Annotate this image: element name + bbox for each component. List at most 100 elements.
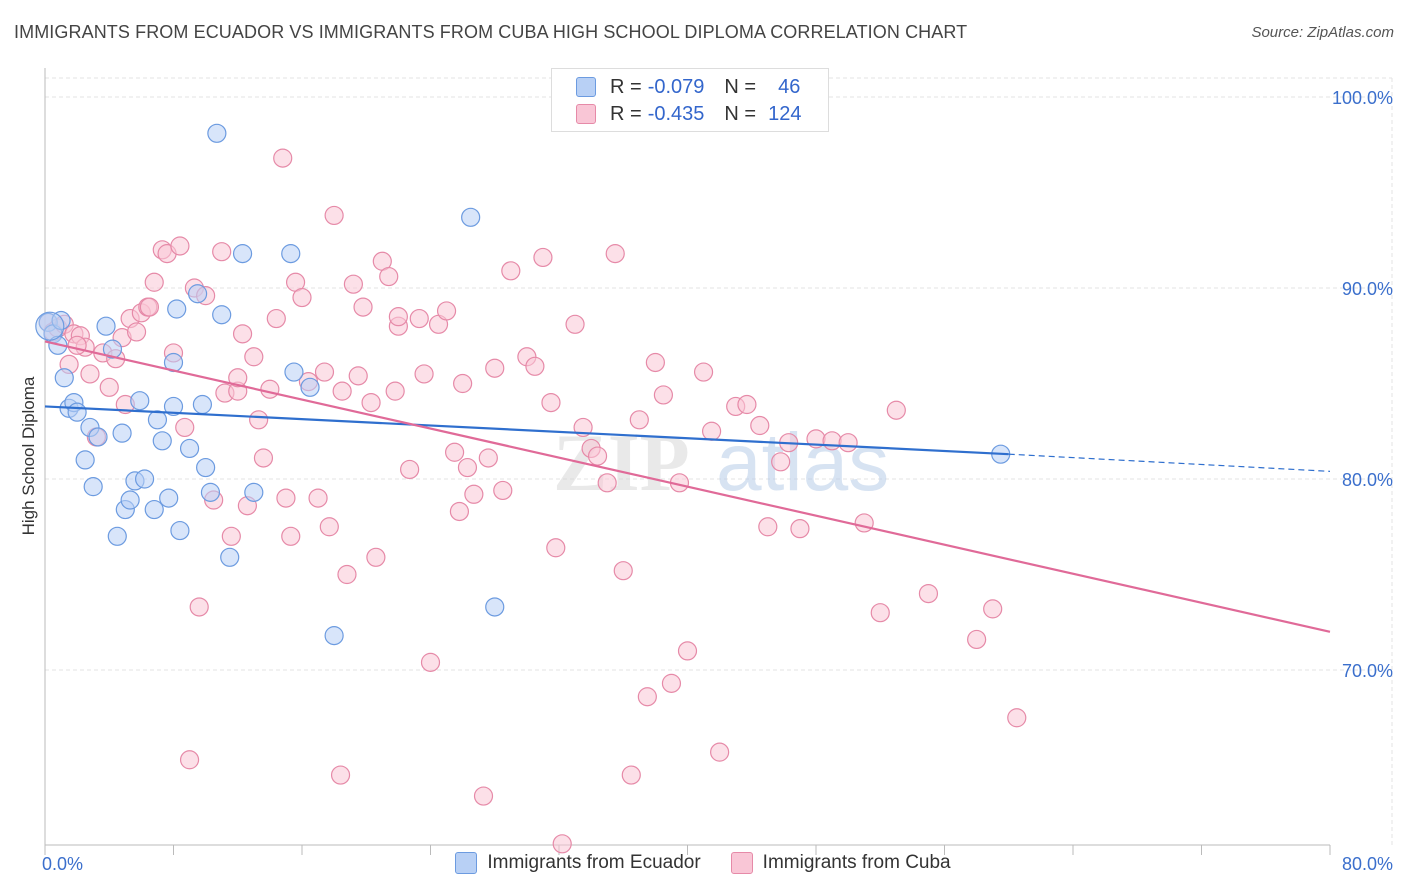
ecuador-trend-extension [1008, 453, 1331, 472]
cuba-legend-swatch [730, 852, 753, 874]
cuba-point [348, 366, 368, 386]
ecuador-point [207, 123, 227, 143]
cuba-point [276, 488, 296, 508]
cuba-point [693, 362, 714, 382]
ecuador-points [35, 123, 1011, 646]
cuba-point [361, 393, 381, 413]
y-tick-label-90: 90.0% [1342, 279, 1393, 299]
cuba-point [436, 301, 457, 321]
cuba-point [677, 641, 698, 661]
cuba-point [244, 347, 264, 367]
watermark-atlas: atlas [716, 417, 889, 508]
cuba-n-label: N = [724, 102, 757, 125]
legend-item-cuba: Immigrants from Cuba [730, 852, 951, 874]
cuba-point [444, 442, 465, 462]
cuba-n-value: 124 [768, 102, 802, 125]
ecuador-point [212, 305, 232, 325]
ecuador-point [88, 427, 108, 447]
ecuador-point [102, 339, 123, 359]
ecuador-point [96, 316, 116, 336]
x-tick-label-min: 0.0% [42, 854, 83, 874]
cuba-point [967, 629, 987, 650]
ecuador-point [107, 526, 127, 546]
ecuador-point [300, 377, 320, 397]
cuba-point [353, 297, 373, 317]
ecuador-point [120, 490, 140, 510]
cuba-point [457, 457, 478, 478]
cuba-point [292, 287, 312, 308]
ecuador-point [232, 244, 253, 264]
ecuador-n-label: N = [724, 75, 757, 98]
cuba-point [314, 362, 335, 382]
cuba-point [918, 583, 939, 604]
ecuador-point [220, 547, 240, 567]
ecuador-point [130, 391, 150, 411]
ecuador-point [200, 482, 221, 502]
ecuador-trend-line [44, 405, 1009, 456]
cuba-point [637, 687, 657, 707]
cuba-point [144, 272, 164, 292]
cuba-point [388, 307, 408, 327]
cuba-point [541, 393, 561, 413]
cuba-point [337, 564, 357, 585]
ecuador-point-large [35, 311, 65, 341]
cuba-point [379, 266, 399, 287]
cuba-point [366, 547, 386, 567]
cuba-point [414, 364, 434, 384]
watermark-zip: ZIP [553, 417, 690, 508]
ecuador-point [179, 438, 200, 459]
cuba-point [565, 314, 585, 334]
cuba-point [409, 308, 429, 329]
cuba-point [330, 765, 351, 785]
cuba-point [790, 519, 810, 539]
ecuador-point [170, 520, 190, 541]
cuba-point [473, 786, 494, 806]
cuba-point [621, 765, 641, 785]
cuba-point [501, 261, 521, 281]
cuba-point [80, 364, 100, 384]
ecuador-point [163, 396, 184, 417]
ecuador-point [75, 450, 95, 470]
ecuador-point [147, 410, 168, 430]
cuba-point [838, 433, 858, 453]
y-tick-label-80: 80.0% [1342, 470, 1393, 490]
trend-lines [44, 340, 1331, 633]
cuba-point [332, 381, 352, 401]
ecuador-swatch [576, 77, 596, 97]
cuba-point [228, 368, 248, 388]
ecuador-point [51, 310, 71, 331]
cuba-point [613, 561, 633, 581]
cuba-point [266, 308, 286, 329]
cuba-point [737, 394, 757, 415]
grid-lines [45, 77, 1393, 845]
cuba-point [273, 148, 293, 168]
cuba-point [525, 356, 545, 376]
cuba-point [771, 452, 791, 472]
cuba-point [854, 513, 874, 533]
y-tick-label-70: 70.0% [1342, 661, 1393, 681]
cuba-point [552, 834, 572, 854]
cuba-point [546, 538, 566, 558]
ecuador-point [67, 402, 87, 422]
cuba-point [701, 421, 722, 441]
cuba-point [870, 603, 890, 623]
cuba-trend-line [44, 340, 1331, 633]
cuba-point [260, 379, 280, 399]
cuba-r-label: R = [610, 102, 642, 125]
ecuador-n-value: 46 [778, 75, 801, 98]
cuba-point [324, 205, 344, 226]
cuba-point [319, 517, 339, 537]
cuba-point [629, 410, 649, 430]
cuba-point [645, 352, 665, 373]
ecuador-point [196, 457, 216, 478]
ecuador-point [134, 469, 155, 489]
axis-labels: 70.0% 80.0% 90.0% 100.0% 0.0% 80.0% High Schoo… [19, 88, 1393, 874]
cuba-point [485, 358, 505, 378]
ecuador-point [152, 431, 172, 451]
cuba-point [139, 297, 160, 317]
cuba-point [420, 652, 441, 672]
cuba-point [343, 274, 363, 294]
cuba-point [464, 484, 484, 504]
cuba-point [385, 381, 405, 401]
